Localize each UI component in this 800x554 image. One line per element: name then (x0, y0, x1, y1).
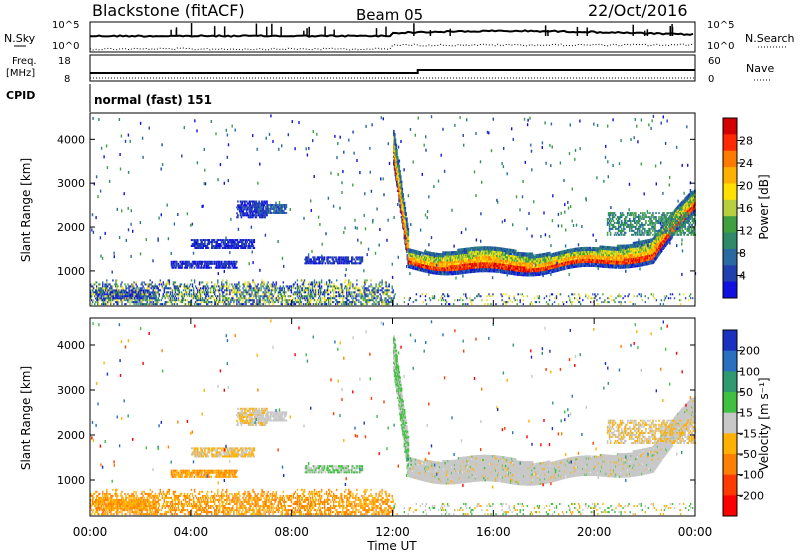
nsearch-tick-high: 10^5 (707, 20, 734, 31)
power-ytick-label-0: 1000 (57, 265, 85, 278)
velocity-colorbar-swatch-2 (723, 371, 737, 393)
freq-tick-low: 8 (64, 74, 70, 85)
velocity-heatmap (90, 319, 697, 516)
freq-trace (90, 69, 695, 79)
power-y-axis: 1000 2000 3000 4000 (57, 133, 695, 278)
velocity-y-label: Slant Range [km] (19, 366, 33, 470)
freq-line (90, 69, 695, 74)
power-y-label: Slant Range [km] (19, 158, 33, 262)
velocity-colorbar-tick-5: -50 (739, 448, 757, 461)
velocity-ytick-label-3: 4000 (57, 339, 85, 352)
freq-panel: Freq. [MHz] 18 8 60 0 Nave (6, 54, 774, 85)
nave-tick-high: 60 (708, 56, 721, 67)
power-heatmap (90, 114, 697, 306)
power-panel: 1000 2000 3000 4000 Slant Range [km] (19, 112, 697, 307)
freq-label: Freq. (12, 56, 37, 67)
xtick-label-5: 20:00 (577, 525, 612, 539)
time-x-axis: 00:00 04:00 08:00 12:00 16:00 20:00 00:00 (73, 300, 713, 539)
nsearch-tick-low: 10^0 (707, 41, 734, 52)
velocity-colorbar-swatch-5 (723, 433, 737, 455)
nsky-tick-high: 10^5 (52, 20, 79, 31)
power-colorbar-label: Power [dB] (757, 174, 771, 239)
cpid-label: CPID (6, 89, 35, 102)
velocity-ytick-label-1: 2000 (57, 429, 85, 442)
velocity-ytick-label-0: 1000 (57, 474, 85, 487)
nave-label: Nave (746, 62, 774, 75)
velocity-colorbar-tick-6: -100 (739, 469, 764, 482)
nsearch-line (89, 43, 694, 51)
xtick-label-6: 00:00 (678, 525, 713, 539)
power-colorbar-tick-0: 28 (739, 135, 753, 148)
velocity-colorbar-swatch-7 (723, 474, 737, 496)
power-colorbar-tick-1: 24 (739, 157, 753, 170)
power-colorbar-tick-6: 4 (739, 270, 746, 283)
date-title: 22/Oct/2016 (588, 1, 688, 20)
velocity-colorbar-tick-7: -200 (739, 489, 764, 502)
velocity-colorbar-swatch-8 (723, 495, 737, 517)
power-colorbar-swatch-3 (723, 167, 737, 184)
power-colorbar-swatch-4 (723, 183, 737, 201)
power-colorbar-swatch-6 (723, 216, 737, 234)
power-ytick-label-1: 2000 (57, 221, 85, 234)
power-colorbar-tick-3: 16 (739, 202, 753, 215)
velocity-colorbar-swatch-6 (723, 454, 737, 476)
velocity-colorbar-tick-0: 200 (739, 345, 760, 358)
velocity-colorbar: 200 100 50 15 -15 -50 -100 -200 (722, 329, 764, 517)
freq-tick-high: 18 (58, 56, 71, 67)
power-colorbar-swatch-9 (723, 265, 737, 283)
power-colorbar-swatch-10 (723, 281, 737, 299)
cpid-text: normal (fast) 151 (94, 93, 212, 107)
velocity-colorbar-swatch-3 (723, 392, 737, 414)
power-colorbar-swatch-7 (723, 232, 737, 250)
power-colorbar-swatch-1 (723, 134, 737, 152)
velocity-colorbar-swatch-4 (723, 412, 737, 434)
power-ytick-label-3: 4000 (57, 133, 85, 146)
velocity-colorbar-label: Velocity [m s⁻¹] (757, 377, 771, 470)
nsky-tick-low: 10^0 (52, 41, 79, 52)
velocity-colorbar-swatch-0 (723, 330, 737, 352)
power-colorbar-tick-2: 20 (739, 180, 753, 193)
power-colorbar-swatch-8 (723, 248, 737, 266)
velocity-y-axis: 1000 2000 3000 4000 (57, 339, 695, 487)
nsearch-label: N.Search (745, 32, 795, 45)
velocity-colorbar-tick-3: 15 (739, 407, 753, 420)
xtick-label-1: 04:00 (174, 525, 209, 539)
xtick-label-3: 12:00 (375, 525, 410, 539)
velocity-ytick-label-2: 3000 (57, 384, 85, 397)
velocity-colorbar-tick-2: 50 (739, 386, 753, 399)
power-colorbar-swatch-5 (723, 199, 737, 217)
nsky-trace (89, 23, 694, 51)
power-colorbar-swatch-0 (723, 118, 737, 135)
xtick-label-2: 08:00 (274, 525, 309, 539)
power-colorbar-swatch-2 (723, 150, 737, 168)
power-ytick-label-2: 3000 (57, 177, 85, 190)
x-axis-label: Time UT (366, 539, 417, 553)
xtick-label-0: 00:00 (73, 525, 108, 539)
velocity-colorbar-swatch-1 (723, 350, 737, 372)
power-colorbar-tick-4: 12 (739, 225, 753, 238)
nsky-panel: N.Sky 10^5 10^0 10^5 10^0 N.Search (4, 20, 795, 53)
station-title: Blackstone (fitACF) (92, 1, 245, 20)
power-colorbar: 28 24 20 16 12 8 4 (722, 117, 753, 299)
nave-tick-low: 0 (708, 74, 714, 85)
velocity-colorbar-tick-4: -15 (739, 427, 757, 440)
freq-unit-label: [MHz] (6, 68, 35, 79)
xtick-label-4: 16:00 (476, 525, 511, 539)
beam-title: Beam 05 (356, 6, 423, 24)
nsky-label: N.Sky (4, 32, 36, 45)
nsky-line (90, 29, 694, 38)
power-colorbar-tick-5: 8 (739, 247, 746, 260)
velocity-colorbar-tick-1: 100 (739, 365, 760, 378)
